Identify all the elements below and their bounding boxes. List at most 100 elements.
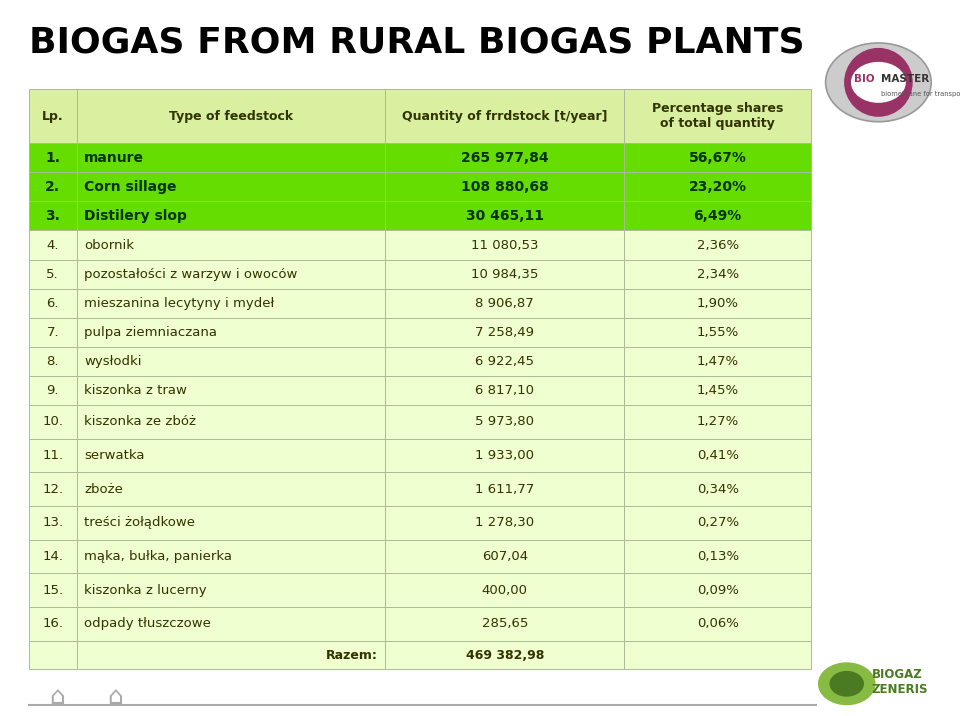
Bar bbox=[77, 90, 385, 143]
Text: 6,49%: 6,49% bbox=[694, 209, 742, 223]
Text: 607,04: 607,04 bbox=[482, 550, 528, 563]
Bar bbox=[624, 318, 811, 347]
Text: 7 258,49: 7 258,49 bbox=[475, 326, 535, 339]
Bar bbox=[385, 574, 624, 607]
Bar bbox=[624, 540, 811, 574]
Text: pozostałości z warzyw i owoców: pozostałości z warzyw i owoców bbox=[84, 268, 298, 281]
Text: 11.: 11. bbox=[42, 449, 63, 462]
Bar bbox=[624, 439, 811, 473]
Bar bbox=[77, 231, 385, 260]
Text: 5 973,80: 5 973,80 bbox=[475, 415, 535, 428]
Bar bbox=[385, 439, 624, 473]
Text: 6 922,45: 6 922,45 bbox=[475, 355, 535, 368]
Text: 14.: 14. bbox=[42, 550, 63, 563]
Text: 8 906,87: 8 906,87 bbox=[475, 296, 534, 310]
Text: 5.: 5. bbox=[46, 268, 59, 281]
Bar bbox=[29, 201, 77, 231]
Bar bbox=[624, 143, 811, 173]
Text: 12.: 12. bbox=[42, 483, 63, 495]
Circle shape bbox=[826, 43, 931, 122]
Bar bbox=[29, 347, 77, 376]
Bar bbox=[624, 641, 811, 669]
Text: mieszanina lecytyny i mydeł: mieszanina lecytyny i mydeł bbox=[84, 296, 275, 310]
Bar bbox=[77, 318, 385, 347]
Bar bbox=[29, 173, 77, 201]
Text: kiszonka z traw: kiszonka z traw bbox=[84, 384, 187, 397]
Bar bbox=[624, 289, 811, 318]
Text: 4.: 4. bbox=[46, 238, 59, 251]
Circle shape bbox=[829, 671, 864, 697]
Text: 30 465,11: 30 465,11 bbox=[466, 209, 543, 223]
Text: Lp.: Lp. bbox=[42, 110, 63, 123]
Bar bbox=[624, 201, 811, 231]
Bar bbox=[29, 439, 77, 473]
Text: obornik: obornik bbox=[84, 238, 134, 251]
Ellipse shape bbox=[844, 48, 913, 117]
Text: 10 984,35: 10 984,35 bbox=[471, 268, 539, 281]
Bar bbox=[624, 231, 811, 260]
Bar bbox=[77, 376, 385, 405]
Text: 3.: 3. bbox=[45, 209, 60, 223]
Text: 2.: 2. bbox=[45, 180, 60, 194]
Bar bbox=[77, 574, 385, 607]
Bar bbox=[29, 90, 77, 143]
Bar bbox=[385, 260, 624, 289]
Text: ⌂: ⌂ bbox=[50, 685, 65, 710]
Text: odpady tłuszczowe: odpady tłuszczowe bbox=[84, 617, 211, 631]
Bar bbox=[29, 607, 77, 641]
Text: serwatka: serwatka bbox=[84, 449, 145, 462]
Text: Quantity of frrdstock [t/year]: Quantity of frrdstock [t/year] bbox=[402, 110, 608, 123]
Bar bbox=[624, 473, 811, 506]
Bar bbox=[624, 405, 811, 439]
Bar bbox=[77, 289, 385, 318]
Text: 1,27%: 1,27% bbox=[697, 415, 739, 428]
Bar bbox=[385, 347, 624, 376]
Bar bbox=[385, 607, 624, 641]
Bar bbox=[29, 574, 77, 607]
Bar bbox=[385, 231, 624, 260]
Bar bbox=[29, 376, 77, 405]
Bar bbox=[77, 260, 385, 289]
Bar bbox=[77, 473, 385, 506]
Text: Razem:: Razem: bbox=[325, 649, 377, 662]
Bar bbox=[624, 260, 811, 289]
Text: 6.: 6. bbox=[46, 296, 59, 310]
Bar bbox=[385, 318, 624, 347]
Text: 1,90%: 1,90% bbox=[697, 296, 739, 310]
Text: zboże: zboże bbox=[84, 483, 123, 495]
Text: 400,00: 400,00 bbox=[482, 584, 528, 597]
Bar bbox=[77, 607, 385, 641]
Bar bbox=[385, 201, 624, 231]
Text: ZENERIS: ZENERIS bbox=[872, 683, 928, 696]
Bar bbox=[624, 347, 811, 376]
Bar bbox=[29, 289, 77, 318]
Bar bbox=[385, 289, 624, 318]
Bar bbox=[29, 405, 77, 439]
Bar bbox=[624, 574, 811, 607]
Text: 10.: 10. bbox=[42, 415, 63, 428]
Bar bbox=[29, 540, 77, 574]
Text: 0,09%: 0,09% bbox=[697, 584, 738, 597]
Text: 265 977,84: 265 977,84 bbox=[461, 151, 548, 165]
Text: Type of feedstock: Type of feedstock bbox=[169, 110, 293, 123]
Text: biomethane for transport: biomethane for transport bbox=[881, 91, 960, 97]
Text: 8.: 8. bbox=[46, 355, 59, 368]
Bar bbox=[77, 201, 385, 231]
Bar bbox=[624, 607, 811, 641]
Text: 0,34%: 0,34% bbox=[697, 483, 739, 495]
Text: 108 880,68: 108 880,68 bbox=[461, 180, 548, 194]
Bar bbox=[624, 506, 811, 540]
Text: manure: manure bbox=[84, 151, 144, 165]
Text: 56,67%: 56,67% bbox=[689, 151, 747, 165]
Text: 285,65: 285,65 bbox=[482, 617, 528, 631]
Text: BIO: BIO bbox=[854, 74, 875, 84]
Bar bbox=[385, 641, 624, 669]
Bar bbox=[624, 173, 811, 201]
Text: 13.: 13. bbox=[42, 516, 63, 529]
Text: 11 080,53: 11 080,53 bbox=[471, 238, 539, 251]
Text: 0,41%: 0,41% bbox=[697, 449, 739, 462]
Bar bbox=[77, 347, 385, 376]
Text: Distilery slop: Distilery slop bbox=[84, 209, 187, 223]
Bar bbox=[385, 90, 624, 143]
Bar bbox=[77, 143, 385, 173]
